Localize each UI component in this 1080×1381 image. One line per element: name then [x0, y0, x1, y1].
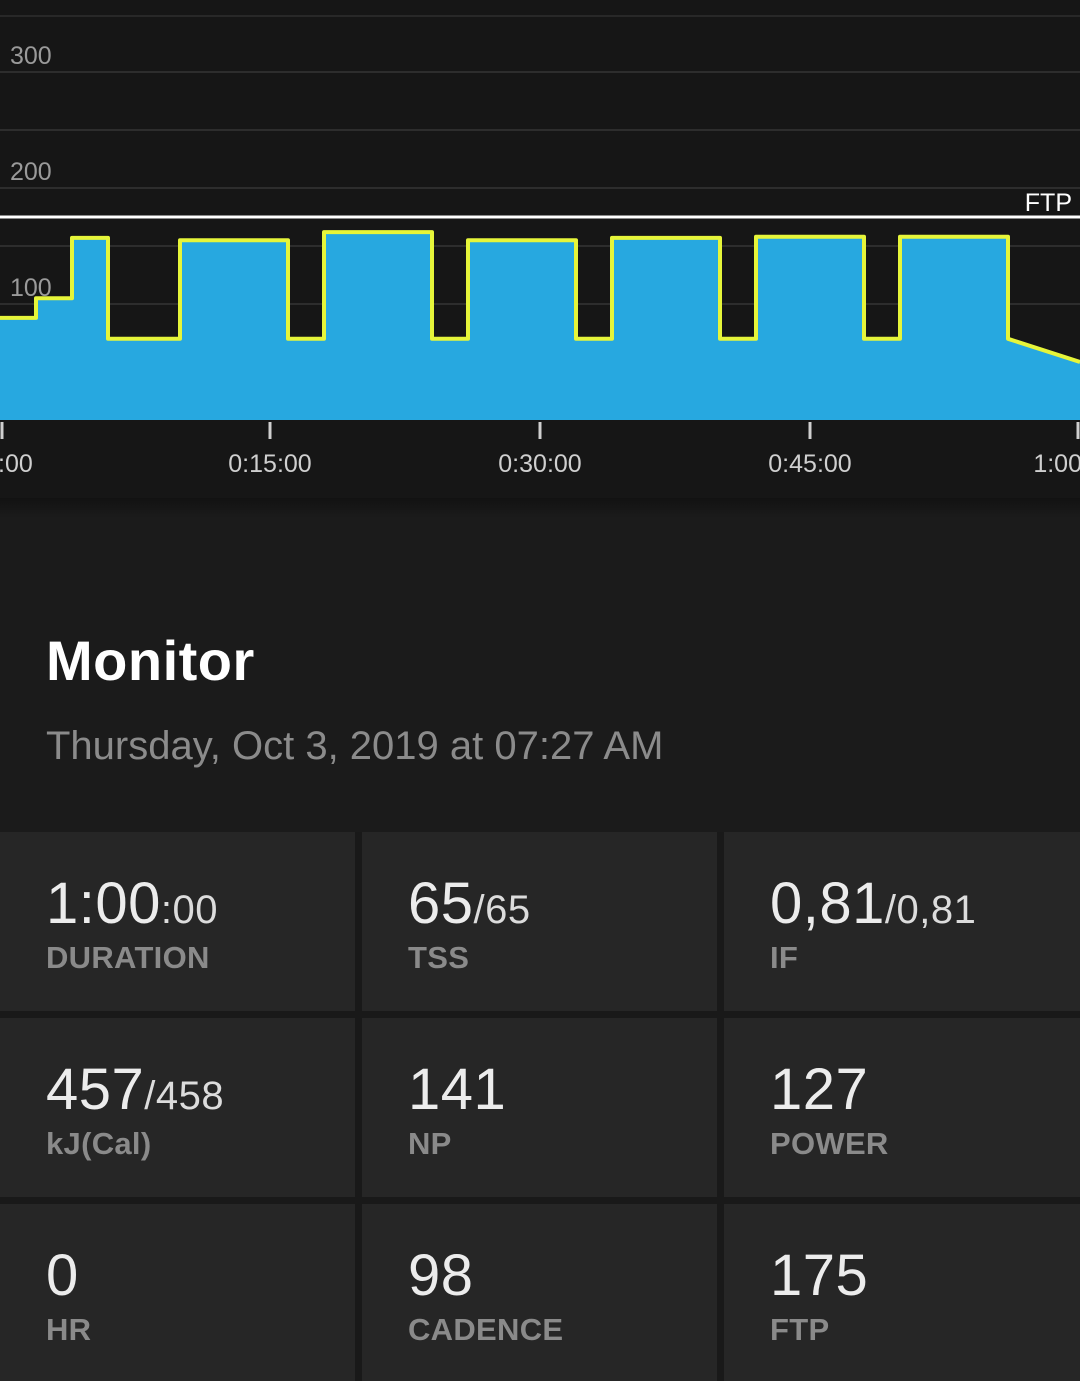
stat-cadence[interactable]: 98 CADENCE — [362, 1204, 717, 1381]
stat-value: 1:00:00 — [46, 871, 218, 936]
stat-hr[interactable]: 0 HR — [0, 1204, 355, 1381]
stat-label: POWER — [770, 1126, 889, 1161]
stat-ftp[interactable]: 175 FTP — [724, 1204, 1080, 1381]
stat-value: 141 — [408, 1057, 507, 1122]
stat-label: IF — [770, 940, 799, 975]
power-line — [0, 230, 1080, 364]
stat-value: 0,81/0,81 — [770, 871, 977, 936]
activity-date: Thursday, Oct 3, 2019 at 07:27 AM — [46, 724, 664, 768]
stat-label: CADENCE — [408, 1312, 564, 1347]
power-chart[interactable]: 300 200 100 FTP:00 0:15:00 0:30:00 0:45:00 1:00 — [0, 0, 1080, 498]
stat-value: 457/458 — [46, 1057, 225, 1122]
stat-value: 98 — [408, 1243, 474, 1308]
x-tick-label: 0:45:00 — [768, 450, 851, 478]
y-tick-label: 300 — [10, 42, 52, 70]
stat-label: HR — [46, 1312, 92, 1347]
x-tick-label: 1:00 — [1033, 450, 1080, 478]
x-tick-label: 0:30:00 — [498, 450, 581, 478]
stat-label: NP — [408, 1126, 452, 1161]
stat-tss[interactable]: 65/65 TSS — [362, 832, 717, 1011]
x-tick-label: :00 — [0, 450, 33, 478]
stat-label: TSS — [408, 940, 470, 975]
stat-np[interactable]: 141 NP — [362, 1018, 717, 1197]
stat-duration[interactable]: 1:00:00 DURATION — [0, 832, 355, 1011]
stat-label: kJ(Cal) — [46, 1126, 152, 1161]
stats-grid: 1:00:00 DURATION 65/65 TSS 0,81/0,81 IF … — [0, 832, 1080, 1381]
stat-label: FTP — [770, 1312, 830, 1347]
y-tick-label: 200 — [10, 158, 52, 186]
stat-power[interactable]: 127 POWER — [724, 1018, 1080, 1197]
chart-divider — [0, 498, 1080, 518]
ftp-label: FTP — [1025, 189, 1072, 217]
stat-kj[interactable]: 457/458 kJ(Cal) — [0, 1018, 355, 1197]
power-area — [0, 232, 1080, 420]
stat-value: 127 — [770, 1057, 869, 1122]
x-tick-label: 0:15:00 — [228, 450, 311, 478]
stat-value: 0 — [46, 1243, 79, 1308]
stat-value: 65/65 — [408, 871, 531, 936]
stat-if[interactable]: 0,81/0,81 IF — [724, 832, 1080, 1011]
activity-title: Monitor — [46, 629, 255, 692]
stat-value: 175 — [770, 1243, 869, 1308]
stat-label: DURATION — [46, 940, 210, 975]
